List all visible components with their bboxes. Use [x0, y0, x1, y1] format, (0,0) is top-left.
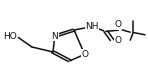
- Text: O: O: [81, 50, 88, 59]
- Text: N: N: [51, 32, 58, 41]
- Text: NH: NH: [85, 22, 99, 31]
- Text: O: O: [114, 36, 121, 45]
- Text: HO: HO: [3, 32, 16, 41]
- Text: O: O: [115, 20, 122, 29]
